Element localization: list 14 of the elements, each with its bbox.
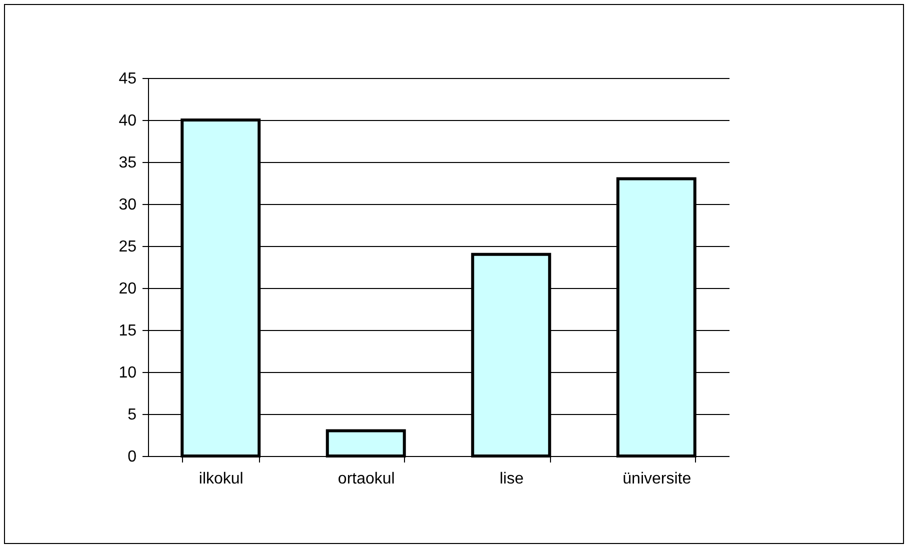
y-tick-label: 30 [118, 196, 137, 214]
y-tick-label: 0 [128, 448, 137, 466]
x-tick-label: lise [500, 470, 524, 488]
y-tick-label: 25 [118, 238, 137, 256]
y-tick-label: 40 [118, 112, 137, 130]
y-tick-label: 45 [118, 70, 137, 88]
x-tick-label: ilkokul [198, 470, 244, 488]
x-tick-label: ortaokul [338, 470, 395, 488]
x-tick-label: üniversite [622, 470, 692, 488]
y-tick-label: 35 [118, 154, 137, 172]
y-tick-label: 10 [118, 364, 137, 382]
y-tick-label: 5 [128, 406, 137, 424]
y-tick-label: 20 [118, 280, 137, 298]
y-tick-label: 15 [118, 322, 137, 340]
